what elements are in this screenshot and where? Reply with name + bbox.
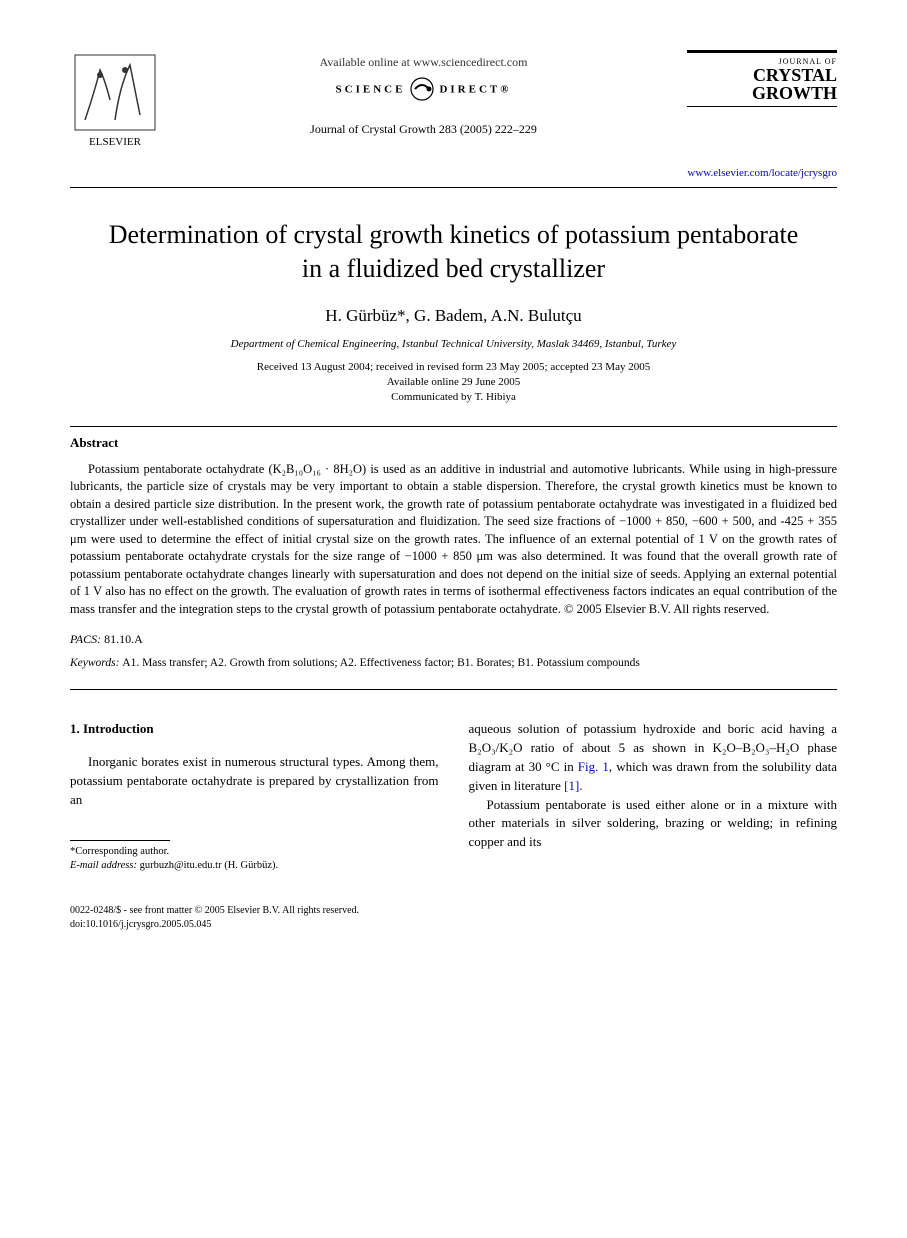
citation-1-link[interactable]: [1]	[564, 778, 579, 793]
intro-paragraph-2: Potassium pentaborate is used either alo…	[469, 796, 838, 853]
doi-line: doi:10.1016/j.jcrysgro.2005.05.045	[70, 918, 837, 932]
keywords-label: Keywords:	[70, 657, 119, 669]
article-dates: Received 13 August 2004; received in rev…	[70, 360, 837, 406]
journal-logo-growth: GROWTH	[687, 84, 837, 102]
science-text: SCIENCE	[336, 84, 406, 96]
article-title: Determination of crystal growth kinetics…	[100, 218, 807, 286]
received-date: Received 13 August 2004; received in rev…	[70, 360, 837, 375]
figure-1-link[interactable]: Fig. 1	[578, 759, 609, 774]
body-columns: 1. Introduction Inorganic borates exist …	[70, 720, 837, 874]
header-divider	[70, 187, 837, 188]
corresponding-author: *Corresponding author.	[70, 845, 439, 860]
elsevier-logo: ELSEVIER	[70, 50, 160, 155]
email-label: E-mail address:	[70, 860, 137, 871]
center-header: Available online at www.sciencedirect.co…	[160, 50, 687, 137]
col2-p1c: .	[579, 778, 582, 793]
abstract-heading: Abstract	[70, 435, 837, 451]
section-1-heading: 1. Introduction	[70, 720, 439, 739]
direct-text: DIRECT®	[439, 84, 511, 96]
communicated-by: Communicated by T. Hibiya	[70, 390, 837, 405]
email-line: E-mail address: gurbuzh@itu.edu.tr (H. G…	[70, 859, 439, 874]
elsevier-text: ELSEVIER	[89, 136, 142, 148]
front-matter-line: 0022-0248/$ - see front matter © 2005 El…	[70, 904, 837, 918]
journal-url[interactable]: www.elsevier.com/locate/jcrysgro	[687, 167, 837, 179]
affiliation: Department of Chemical Engineering, Ista…	[70, 338, 837, 350]
right-column: aqueous solution of potassium hydroxide …	[469, 720, 838, 874]
footnote-divider	[70, 840, 170, 841]
keywords-value: A1. Mass transfer; A2. Growth from solut…	[122, 657, 640, 669]
page-footer: 0022-0248/$ - see front matter © 2005 El…	[70, 904, 837, 932]
abstract-top-divider	[70, 426, 837, 427]
journal-logo-crystal: CRYSTAL	[687, 66, 837, 84]
pacs-value: 81.10.A	[104, 632, 143, 646]
left-column: 1. Introduction Inorganic borates exist …	[70, 720, 439, 874]
journal-logo-block: JOURNAL OF CRYSTAL GROWTH www.elsevier.c…	[687, 50, 837, 179]
intro-paragraph-1-cont: aqueous solution of potassium hydroxide …	[469, 720, 838, 795]
intro-paragraph-1: Inorganic borates exist in numerous stru…	[70, 753, 439, 810]
journal-reference: Journal of Crystal Growth 283 (2005) 222…	[160, 122, 687, 137]
email-value: gurbuzh@itu.edu.tr (H. Gürbüz).	[140, 860, 279, 871]
science-direct-logo: SCIENCE DIRECT®	[160, 76, 687, 102]
available-online-text: Available online at www.sciencedirect.co…	[160, 55, 687, 70]
header-row: ELSEVIER Available online at www.science…	[70, 50, 837, 179]
available-date: Available online 29 June 2005	[70, 375, 837, 390]
pacs-line: PACS: 81.10.A	[70, 632, 837, 647]
abstract-text: Potassium pentaborate octahydrate (K₂B₁₀…	[70, 461, 837, 619]
keywords-line: Keywords: A1. Mass transfer; A2. Growth …	[70, 657, 837, 669]
authors: H. Gürbüz*, G. Badem, A.N. Bulutçu	[70, 306, 837, 326]
pacs-label: PACS:	[70, 632, 101, 646]
abstract-bottom-divider	[70, 689, 837, 690]
footnote-block: *Corresponding author. E-mail address: g…	[70, 845, 439, 874]
